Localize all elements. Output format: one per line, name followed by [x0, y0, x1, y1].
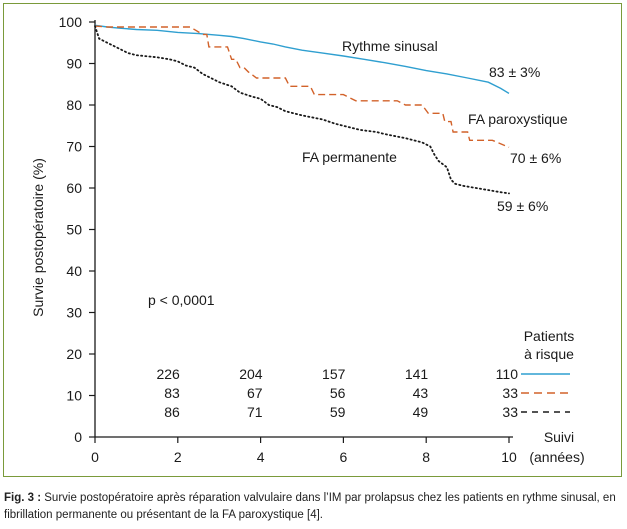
at-risk-count: 226: [156, 366, 180, 382]
at-risk-count: 49: [413, 404, 429, 420]
x-tick-label: 4: [257, 449, 265, 465]
y-tick-label: 40: [66, 263, 82, 279]
at-risk-count: 71: [247, 404, 263, 420]
y-tick-label: 70: [66, 139, 82, 155]
at-risk-count: 157: [322, 366, 346, 382]
y-tick-label: 0: [74, 429, 82, 445]
at-risk-count: 141: [405, 366, 429, 382]
at-risk-count: 83: [164, 385, 180, 401]
at-risk-count: 43: [413, 385, 429, 401]
at-risk-count: 67: [247, 385, 263, 401]
y-tick-label: 30: [66, 305, 82, 321]
y-tick-label: 10: [66, 388, 82, 404]
series-line-fa-permanente: [94, 25, 510, 195]
y-tick-label: 20: [66, 346, 82, 362]
x-tick-label: 6: [340, 449, 348, 465]
caption-text: Survie postopératoire après réparation v…: [4, 492, 616, 521]
at-risk-title-line2: à risque: [524, 346, 574, 362]
series-name-label: FA paroxystique: [468, 111, 568, 127]
p-value-annotation: p < 0,0001: [148, 292, 215, 308]
series-end-label: 59 ± 6%: [497, 198, 548, 214]
at-risk-count: 110: [496, 366, 519, 382]
y-axis-label: Survie postopératoire (%): [30, 158, 46, 317]
y-tick-label: 100: [59, 14, 83, 30]
x-tick-label: 0: [91, 449, 99, 465]
x-tick-label: 10: [501, 449, 517, 465]
at-risk-title: Patients: [524, 328, 575, 344]
survival-chart: 0 10 20 30 40 50 60 70 80 90 100 0 2 4 6 8 10 Survie post…: [30, 14, 585, 465]
x-axis-label-unit: (années): [529, 449, 584, 465]
x-tick-label: 2: [174, 449, 182, 465]
caption-label: Fig. 3 :: [4, 492, 42, 504]
x-tick-label: 8: [422, 449, 430, 465]
series-line-fa-paroxystique: [94, 25, 510, 148]
series-name-label: FA permanente: [302, 149, 397, 165]
series-end-label: 83 ± 3%: [489, 64, 540, 80]
y-tick-label: 90: [66, 56, 82, 72]
series-name-label: Rythme sinusal: [342, 38, 438, 54]
at-risk-count: 33: [502, 404, 518, 420]
series-end-label: 70 ± 6%: [510, 150, 561, 166]
at-risk-count: 86: [164, 404, 180, 420]
y-tick-label: 50: [66, 222, 82, 238]
series-line-rythme-sinusal: [94, 24, 510, 94]
y-tick-label: 60: [66, 180, 82, 196]
figure-caption: Fig. 3 : Survie postopératoire après rép…: [4, 490, 622, 524]
at-risk-count: 204: [239, 366, 263, 382]
figure-frame: [3, 3, 622, 477]
at-risk-count: 33: [502, 385, 518, 401]
at-risk-count: 59: [330, 404, 346, 420]
y-tick-label: 80: [66, 97, 82, 113]
x-axis-label: Suivi: [544, 429, 574, 445]
at-risk-count: 56: [330, 385, 346, 401]
